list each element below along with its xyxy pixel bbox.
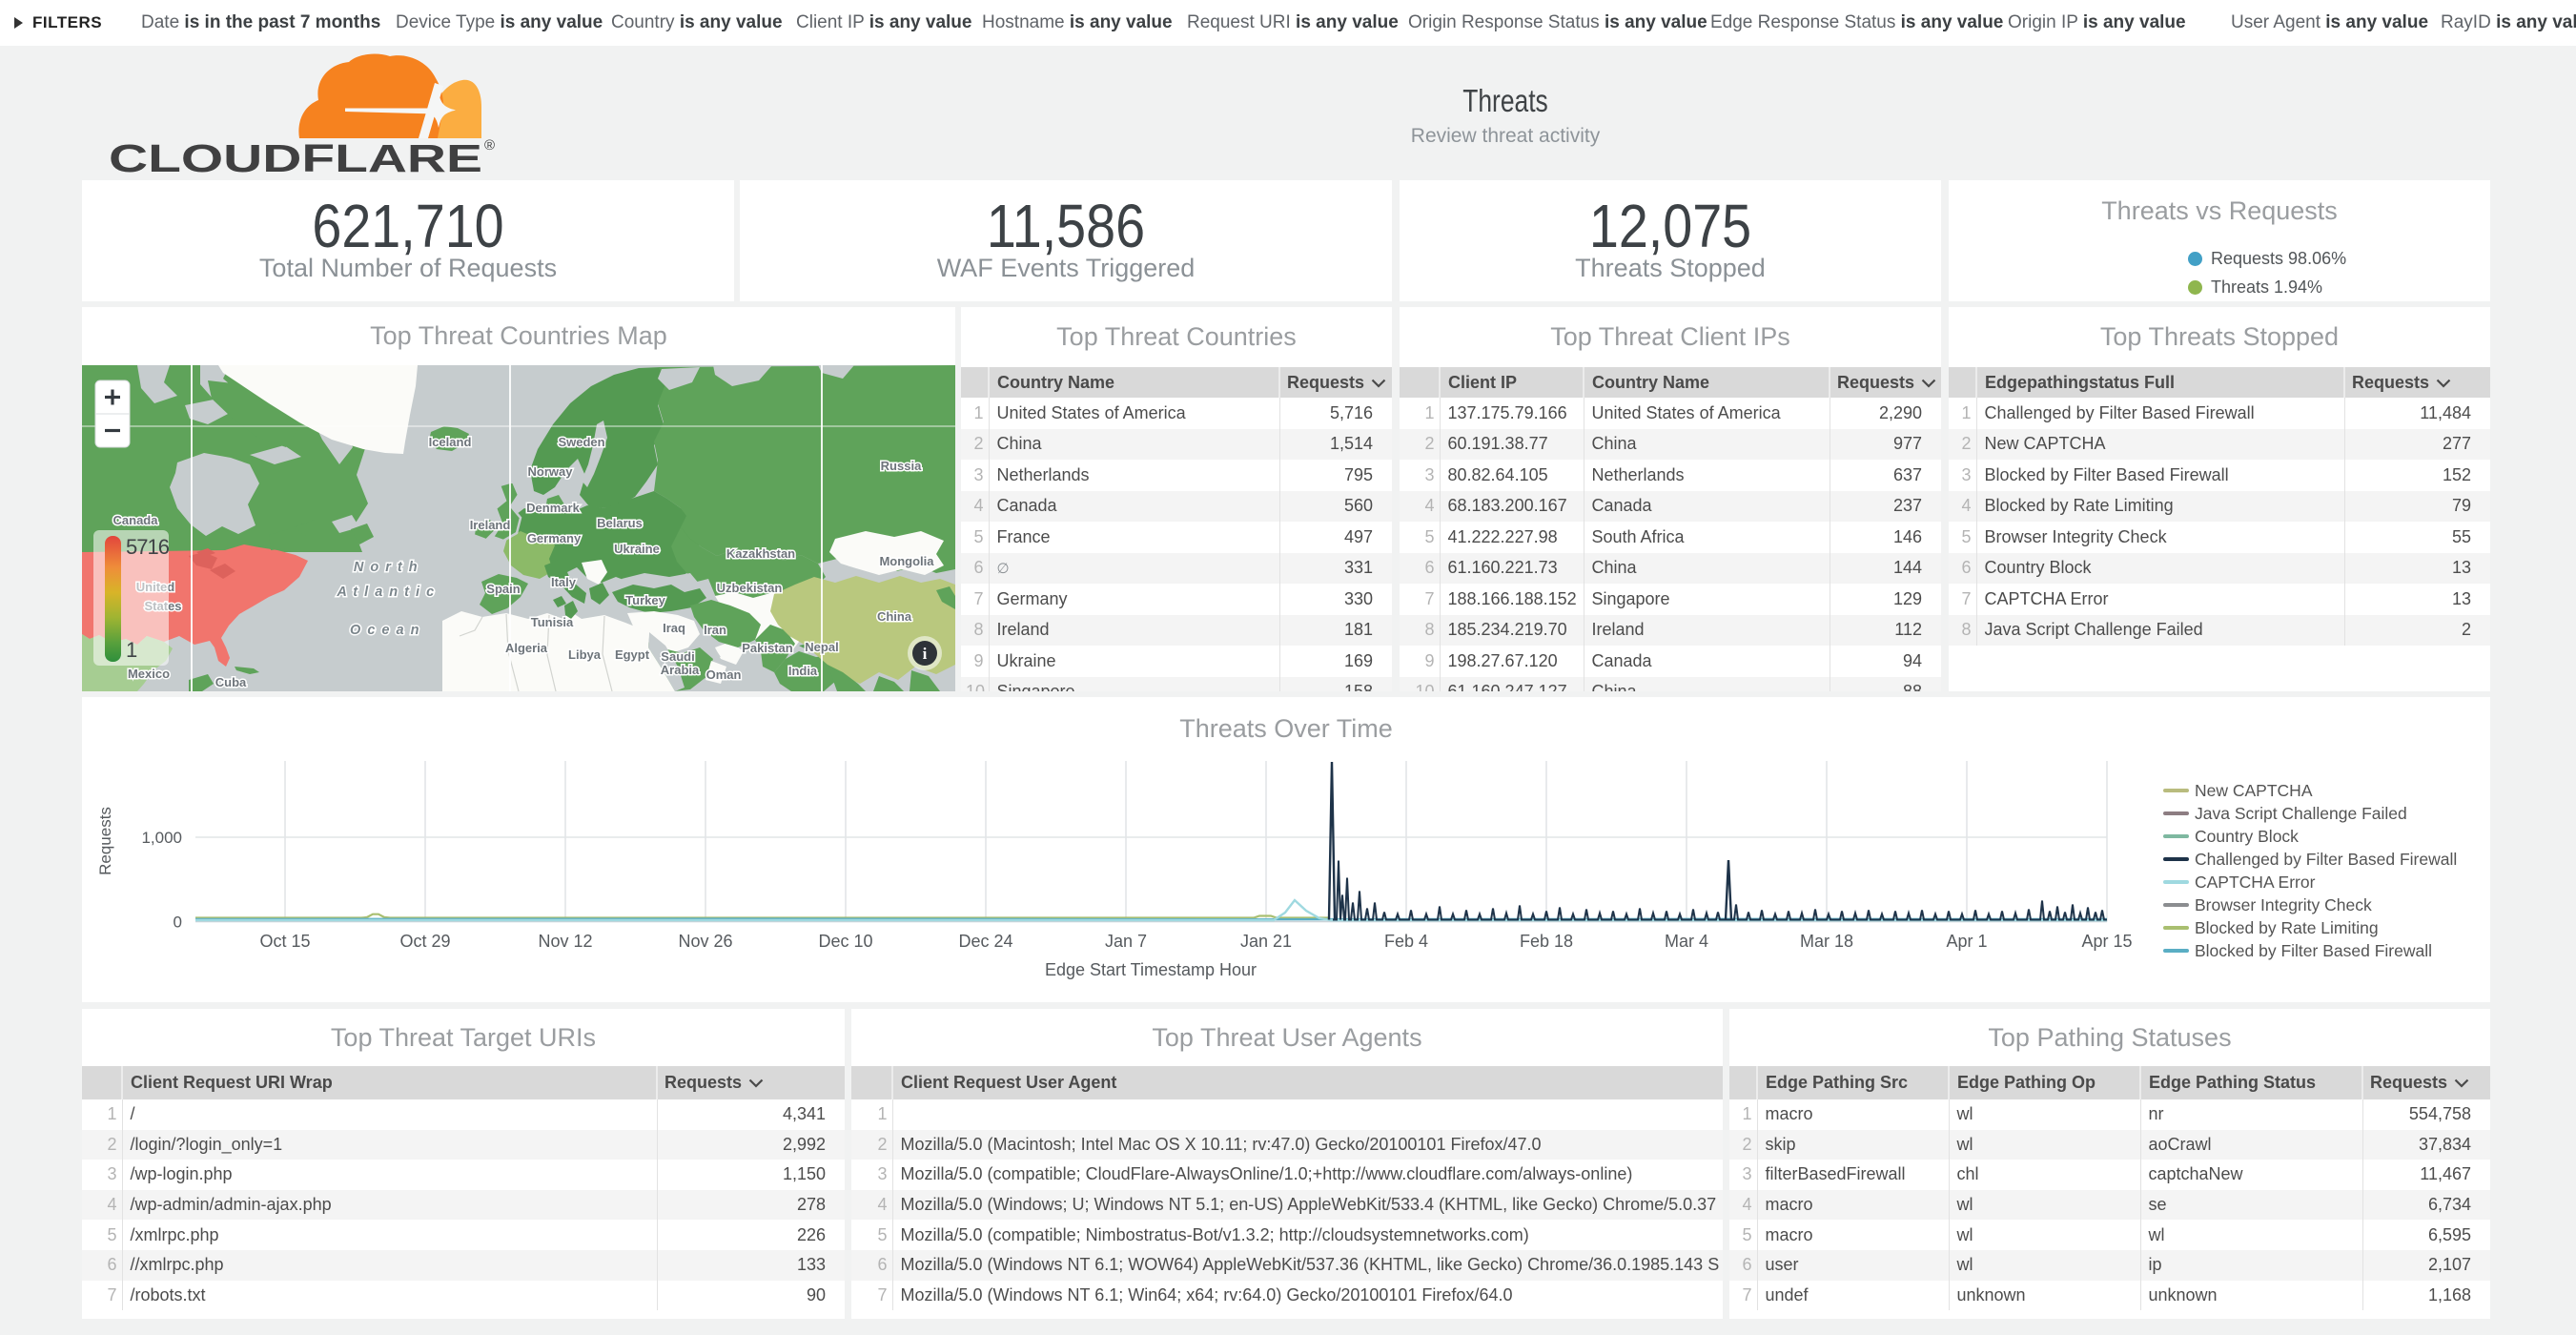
svg-text:Jan 7: Jan 7 <box>1105 932 1147 951</box>
svg-text:Mexico: Mexico <box>128 667 170 681</box>
svg-text:5716: 5716 <box>126 535 170 559</box>
svg-text:CAPTCHA Error: CAPTCHA Error <box>2195 873 2316 892</box>
svg-text:Country Block: Country Block <box>2195 827 2299 846</box>
svg-text:O c e a n: O c e a n <box>350 623 420 638</box>
svg-text:Nov 26: Nov 26 <box>678 932 732 951</box>
svg-text:i: i <box>923 645 928 663</box>
svg-text:Edge Start Timestamp Hour: Edge Start Timestamp Hour <box>1045 960 1257 979</box>
svg-text:Sweden: Sweden <box>558 435 604 449</box>
svg-text:Nov 12: Nov 12 <box>538 932 592 951</box>
svg-text:Saudi: Saudi <box>661 649 694 664</box>
svg-text:Russia: Russia <box>881 459 922 473</box>
svg-text:Turkey: Turkey <box>625 593 665 607</box>
svg-text:Norway: Norway <box>528 464 574 479</box>
svg-text:N o r t h: N o r t h <box>354 560 419 575</box>
svg-text:Feb 4: Feb 4 <box>1384 932 1428 951</box>
svg-text:Belarus: Belarus <box>597 516 643 530</box>
svg-text:CLOUDFLARE: CLOUDFLARE <box>109 136 482 177</box>
svg-text:Oman: Oman <box>706 668 742 682</box>
svg-text:India: India <box>788 664 818 678</box>
svg-text:Uzbekistan: Uzbekistan <box>717 581 783 595</box>
svg-text:Pakistan: Pakistan <box>742 641 793 655</box>
svg-text:Nepal: Nepal <box>805 640 838 654</box>
svg-text:Blocked by Rate Limiting: Blocked by Rate Limiting <box>2195 918 2379 937</box>
svg-text:Iran: Iran <box>704 623 726 637</box>
svg-text:Spain: Spain <box>486 582 520 596</box>
svg-text:Ukraine: Ukraine <box>614 542 660 556</box>
svg-text:A t l a n t i c: A t l a n t i c <box>336 585 435 600</box>
svg-text:Kazakhstan: Kazakhstan <box>726 546 795 561</box>
svg-text:Egypt: Egypt <box>615 647 650 662</box>
svg-text:Mar 4: Mar 4 <box>1665 932 1708 951</box>
svg-text:Canada: Canada <box>113 513 159 527</box>
svg-text:Feb 18: Feb 18 <box>1520 932 1573 951</box>
svg-text:Java Script Challenge Failed: Java Script Challenge Failed <box>2195 804 2407 823</box>
svg-text:Blocked by Filter Based Firewa: Blocked by Filter Based Firewall <box>2195 941 2432 960</box>
svg-text:0: 0 <box>174 914 182 932</box>
svg-text:Arabia: Arabia <box>661 663 700 677</box>
svg-text:Algeria: Algeria <box>505 641 548 655</box>
svg-text:Iraq: Iraq <box>663 621 685 635</box>
svg-text:Oct 15: Oct 15 <box>259 932 310 951</box>
svg-text:Oct 29: Oct 29 <box>399 932 450 951</box>
svg-text:Browser Integrity Check: Browser Integrity Check <box>2195 895 2372 914</box>
svg-text:Dec 10: Dec 10 <box>818 932 872 951</box>
svg-text:1,000: 1,000 <box>141 829 182 847</box>
svg-text:Requests: Requests <box>96 807 114 875</box>
svg-text:Jan 21: Jan 21 <box>1240 932 1292 951</box>
svg-text:Dec 24: Dec 24 <box>958 932 1012 951</box>
svg-text:Tunisia: Tunisia <box>531 615 574 629</box>
svg-text:1: 1 <box>126 638 137 662</box>
svg-text:Germany: Germany <box>527 531 582 545</box>
svg-text:®: ® <box>484 137 495 154</box>
svg-text:Italy: Italy <box>551 575 577 589</box>
svg-text:New CAPTCHA: New CAPTCHA <box>2195 781 2313 800</box>
svg-text:Ireland: Ireland <box>470 518 511 532</box>
svg-text:Iceland: Iceland <box>429 435 472 449</box>
svg-text:Mongolia: Mongolia <box>879 554 934 568</box>
svg-text:Challenged by Filter Based Fir: Challenged by Filter Based Firewall <box>2195 850 2457 869</box>
svg-text:Apr 15: Apr 15 <box>2081 932 2132 951</box>
svg-text:Mar 18: Mar 18 <box>1800 932 1853 951</box>
svg-text:Cuba: Cuba <box>215 675 247 689</box>
svg-text:Denmark: Denmark <box>526 501 580 515</box>
svg-text:Libya: Libya <box>568 647 602 662</box>
svg-text:Apr 1: Apr 1 <box>1946 932 1987 951</box>
svg-text:China: China <box>877 609 912 624</box>
